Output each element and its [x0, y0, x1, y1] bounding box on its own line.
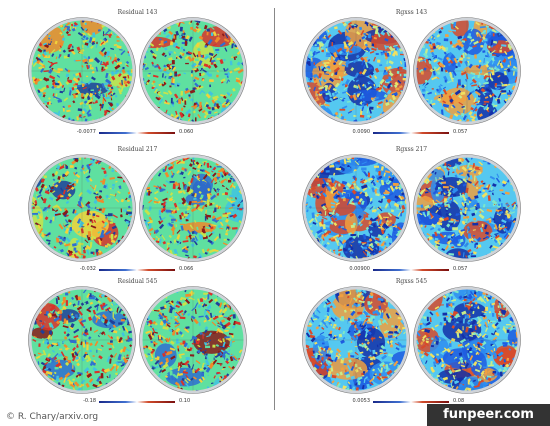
colorbar	[373, 132, 449, 134]
sky-map-pair	[302, 17, 521, 125]
sky-disc-rim	[302, 154, 410, 262]
colorbar-max-label: 0.060	[179, 129, 194, 135]
sky-disc	[141, 19, 245, 123]
sky-disc-rim	[139, 17, 247, 125]
colorbar-min-label: 0.0090	[352, 129, 371, 135]
colorbar	[373, 401, 449, 403]
sky-disc-rim	[28, 286, 136, 394]
panel-residual-217: Residual 217 -0.032 0.066	[2, 140, 273, 275]
sky-disc-rim	[139, 286, 247, 394]
colorbar-max-label: 0.057	[453, 266, 468, 272]
sky-disc-rim	[302, 286, 410, 394]
panel-title: Rgxss 143	[395, 9, 428, 16]
image-credit: © R. Chary/arxiv.org	[6, 412, 99, 422]
panel-title: Residual 545	[117, 278, 158, 285]
colorbar-max-label: 0.057	[453, 129, 468, 135]
panel-residual-545: Residual 545 -0.18 0.10	[2, 272, 273, 407]
sky-disc	[304, 156, 408, 260]
sky-disc-rim	[139, 154, 247, 262]
sky-disc	[304, 19, 408, 123]
colorbar-min-label: 0.00900	[349, 266, 370, 272]
sky-map-pair	[302, 154, 521, 262]
sky-disc-rim	[413, 154, 521, 262]
panel-rgxss-545: Rgxss 545 0.0053 0.08	[276, 272, 547, 407]
colorbar	[99, 132, 175, 134]
sky-disc-rim	[413, 17, 521, 125]
sky-disc-rim	[302, 17, 410, 125]
vertical-divider	[274, 8, 275, 410]
sky-disc	[415, 156, 519, 260]
panel-title: Residual 143	[117, 9, 158, 16]
sky-disc-rim	[413, 286, 521, 394]
sky-disc	[141, 288, 245, 392]
colorbar	[373, 269, 449, 271]
panel-title: Rgxss 545	[395, 278, 428, 285]
colorbar-min-label: -0.032	[79, 266, 96, 272]
panel-rgxss-143: Rgxss 143 0.0090 0.057	[276, 3, 547, 138]
panel-rgxss-217: Rgxss 217 0.00900 0.057	[276, 140, 547, 275]
colorbar-min-label: 0.0053	[352, 398, 371, 404]
sky-disc-rim	[28, 17, 136, 125]
sky-map-pair	[28, 17, 247, 125]
panel-title: Rgxss 217	[395, 146, 428, 153]
sky-disc	[304, 288, 408, 392]
colorbar	[99, 401, 175, 403]
colorbar-min-label: -0.0077	[76, 129, 96, 135]
sky-disc-rim	[28, 154, 136, 262]
panel-title: Residual 217	[117, 146, 158, 153]
watermark-brand[interactable]: funpeer.com	[427, 404, 550, 426]
colorbar-max-label: 0.08	[453, 398, 465, 404]
sky-map-pair	[302, 286, 521, 394]
sky-disc	[415, 19, 519, 123]
sky-map-pair	[28, 154, 247, 262]
colorbar-max-label: 0.10	[179, 398, 191, 404]
sky-disc	[30, 288, 134, 392]
sky-disc	[415, 288, 519, 392]
sky-disc	[30, 19, 134, 123]
colorbar-min-label: -0.18	[83, 398, 96, 404]
colorbar	[99, 269, 175, 271]
colorbar-max-label: 0.066	[179, 266, 194, 272]
sky-map-pair	[28, 286, 247, 394]
panel-residual-143: Residual 143 -0.0077 0.060	[2, 3, 273, 138]
